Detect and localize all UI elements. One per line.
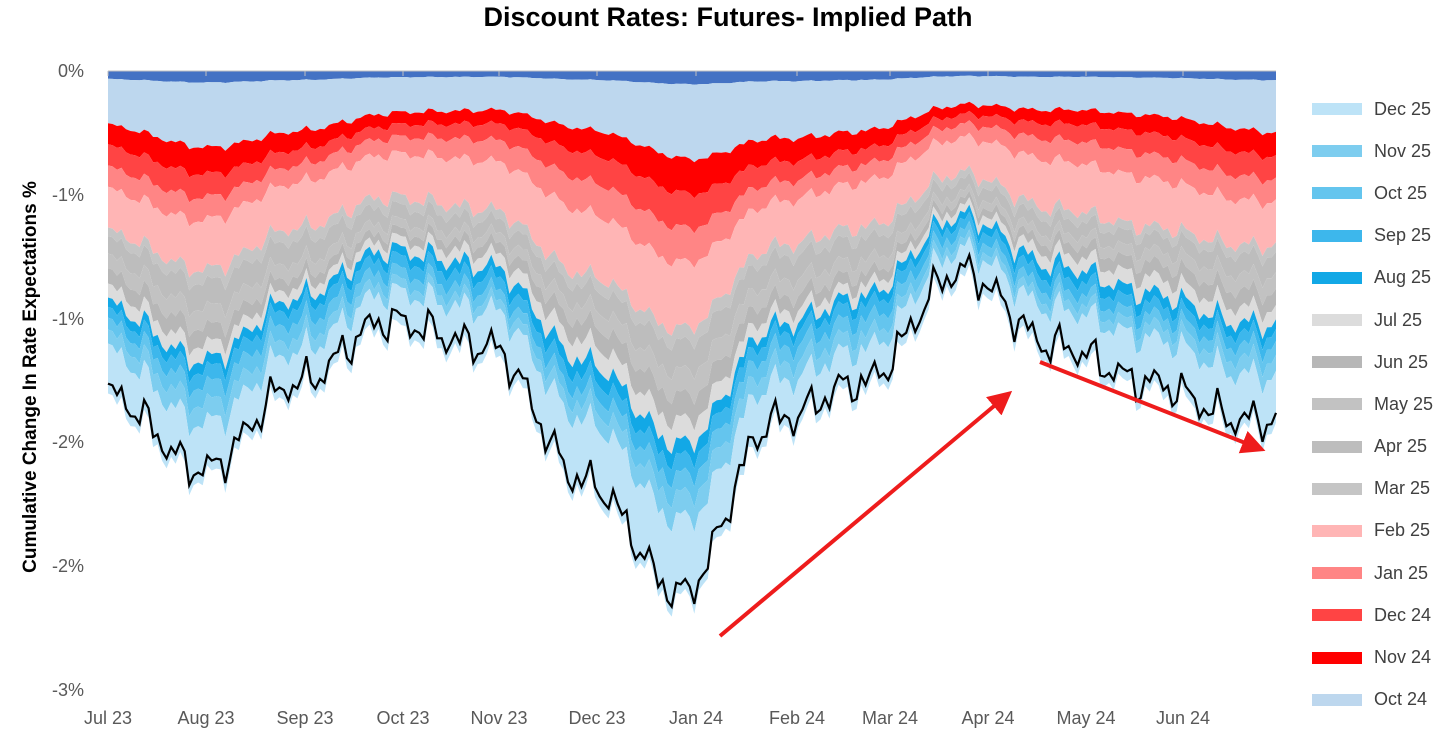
total-line <box>107 251 1278 610</box>
x-tick-label: Jan 24 <box>669 708 723 728</box>
series-area-jan-25 <box>108 120 1276 268</box>
y-tick-label: 0% <box>58 61 84 81</box>
legend-item: Oct 25 <box>1312 172 1456 214</box>
x-tick-label: Dec 23 <box>568 708 625 728</box>
x-tick-label: Sep 23 <box>276 708 333 728</box>
legend-label: Feb 25 <box>1374 520 1431 541</box>
legend-label: Sep 25 <box>1374 225 1432 246</box>
legend-swatch <box>1312 609 1362 622</box>
legend-label: Apr 25 <box>1374 436 1428 457</box>
series-area-feb-25 <box>108 132 1276 336</box>
legend-swatch <box>1312 145 1362 158</box>
series-area-nov-24 <box>108 101 1276 199</box>
legend-item: Dec 24 <box>1312 594 1456 636</box>
legend-label: Nov 25 <box>1374 140 1432 161</box>
x-tick-label: Nov 23 <box>470 708 527 728</box>
y-tick-label: -2% <box>52 432 84 452</box>
legend-label: Oct 24 <box>1374 689 1428 710</box>
y-tick-label: -1% <box>52 185 84 205</box>
legend-swatch <box>1312 693 1362 706</box>
legend-swatch <box>1312 398 1362 411</box>
legend-item: Jul 25 <box>1312 299 1456 341</box>
legend-item: Nov 25 <box>1312 130 1456 172</box>
legend-swatch <box>1312 651 1362 664</box>
legend-swatch <box>1312 103 1362 116</box>
legend-label: Dec 24 <box>1374 604 1432 625</box>
legend-label: Nov 24 <box>1374 647 1432 668</box>
legend-item: Dec 25 <box>1312 88 1456 130</box>
x-tick-label: Aug 23 <box>177 708 234 728</box>
chart-title: Discount Rates: Futures- Implied Path <box>483 2 973 32</box>
x-tick-label: Oct 23 <box>376 708 429 728</box>
legend-label: Jun 25 <box>1374 351 1429 372</box>
legend-swatch <box>1312 482 1362 495</box>
y-tick-label: -3% <box>52 680 84 700</box>
series-area-dec-25 <box>108 236 1276 617</box>
series-area-oct-24 <box>108 75 1276 163</box>
legend-label: May 25 <box>1374 393 1434 414</box>
x-tick-label: Apr 24 <box>961 708 1014 728</box>
x-tick-label: Mar 24 <box>862 708 918 728</box>
legend-swatch <box>1312 567 1362 580</box>
legend-swatch <box>1312 187 1362 200</box>
legend-label: Jul 25 <box>1374 309 1423 330</box>
legend-label: Oct 25 <box>1374 182 1428 203</box>
x-tick-label: May 24 <box>1056 708 1115 728</box>
legend-item: Aug 25 <box>1312 257 1456 299</box>
legend-item: Jan 25 <box>1312 552 1456 594</box>
background-area <box>108 71 1276 85</box>
legend-label: Mar 25 <box>1374 478 1431 499</box>
series-area-dec-24 <box>108 110 1276 234</box>
legend-item: Apr 25 <box>1312 426 1456 468</box>
legend-swatch <box>1312 271 1362 284</box>
legend-item: May 25 <box>1312 383 1456 425</box>
legend-swatch <box>1312 524 1362 537</box>
legend-label: Dec 25 <box>1374 98 1432 119</box>
legend-item: Feb 25 <box>1312 510 1456 552</box>
legend-item: Nov 24 <box>1312 636 1456 678</box>
legend-item: Jun 25 <box>1312 341 1456 383</box>
legend-swatch <box>1312 440 1362 453</box>
x-tick-label: Feb 24 <box>769 708 825 728</box>
legend-label: Aug 25 <box>1374 267 1432 288</box>
legend-label: Jan 25 <box>1374 562 1429 583</box>
legend-item: Sep 25 <box>1312 215 1456 257</box>
trend-arrow-down <box>1039 360 1266 454</box>
legend-swatch <box>1312 314 1362 327</box>
x-tick-label: Jul 23 <box>84 708 132 728</box>
y-tick-label: -1% <box>52 309 84 329</box>
legend-swatch <box>1312 229 1362 242</box>
legend-item: Mar 25 <box>1312 468 1456 510</box>
legend-item: Oct 24 <box>1312 679 1456 721</box>
legend-swatch <box>1312 356 1362 369</box>
trend-arrow-up <box>718 390 1013 638</box>
y-tick-label: -2% <box>52 556 84 576</box>
legend: Dec 25 Nov 25 Oct 25 Sep 25 Aug 25 Jul 25 Jun … <box>1312 88 1456 721</box>
x-tick-label: Jun 24 <box>1156 708 1210 728</box>
